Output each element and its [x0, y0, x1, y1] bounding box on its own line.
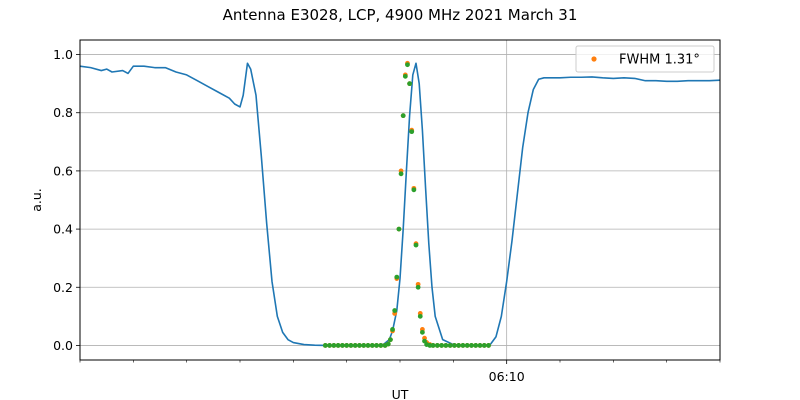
data-point [464, 343, 470, 348]
data-point [413, 242, 419, 248]
data-point [390, 327, 395, 332]
y-tick-label: 0.2 [53, 280, 73, 295]
y-axis-label: a.u. [29, 188, 44, 212]
data-point [407, 81, 412, 87]
data-point [473, 343, 479, 348]
data-point [340, 343, 345, 348]
y-tick-label: 0.6 [53, 163, 73, 178]
legend-marker [591, 56, 597, 62]
data-point [409, 129, 415, 135]
data-point [369, 343, 375, 348]
plot-frame [79, 39, 721, 361]
axes: 0.0 0.2 0.4 0.6 0.8 1.0 06:10 [53, 47, 721, 384]
data-point [400, 113, 406, 119]
data-point [477, 343, 483, 348]
data-point [392, 308, 398, 313]
data-point [344, 343, 350, 348]
data-point [417, 313, 423, 319]
legend-entry: FWHM 1.31° [619, 53, 700, 68]
data-point [430, 343, 436, 348]
data-point [402, 73, 408, 79]
legend-box [575, 45, 715, 73]
plot-area [79, 60, 721, 348]
y-tick-label: 1.0 [53, 47, 73, 62]
grid [80, 40, 720, 360]
y-tick-label: 0.0 [53, 338, 73, 353]
x-tick-label: 06:10 [489, 369, 525, 384]
y-tick-label: 0.8 [53, 105, 73, 120]
data-point [352, 343, 358, 348]
data-point [415, 284, 421, 290]
data-point [405, 62, 410, 68]
data-point [322, 343, 328, 348]
data-point [460, 343, 466, 348]
legend: FWHM 1.31° [575, 45, 715, 73]
data-point [420, 329, 425, 335]
data-point [357, 343, 362, 348]
series-line [79, 62, 721, 347]
y-tick-label: 0.4 [53, 222, 73, 237]
data-point [378, 343, 384, 348]
data-point [361, 343, 367, 348]
data-point [327, 343, 332, 348]
x-axis-label: UT [392, 387, 409, 400]
data-point [486, 343, 491, 348]
data-point [452, 343, 457, 348]
data-point [374, 343, 379, 348]
data-point [422, 338, 427, 344]
data-point [394, 274, 400, 280]
data-point [331, 343, 337, 348]
data-point [335, 343, 341, 348]
data-point [388, 337, 393, 343]
data-point [469, 343, 474, 348]
data-point [396, 226, 402, 232]
data-point [456, 343, 462, 348]
data-point [398, 171, 404, 177]
data-point [385, 341, 391, 347]
data-point [348, 343, 354, 348]
data-point [434, 343, 440, 348]
chart-title: Antenna E3028, LCP, 4900 MHz 2021 March … [223, 6, 578, 24]
data-point [411, 187, 417, 193]
data-point [481, 343, 487, 348]
data-point [443, 343, 449, 348]
data-point [447, 343, 453, 348]
data-point [365, 343, 371, 348]
data-point [439, 343, 444, 348]
